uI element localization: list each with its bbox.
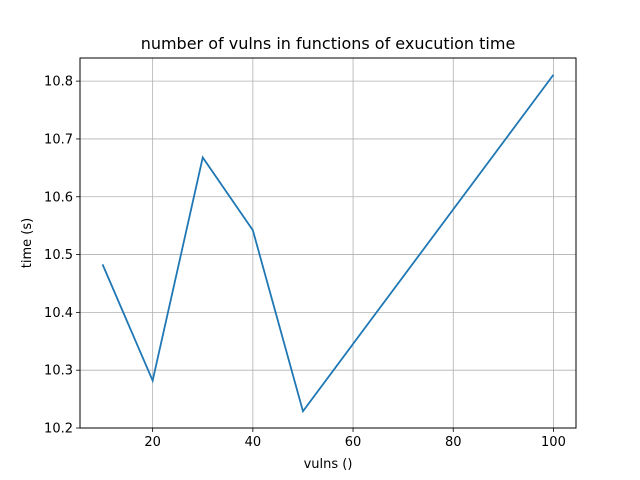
axis-ticks: 20 40 60 80 100 10.2 10.3 10.4 10.5 10.6 10.7 10.8 [44, 75, 566, 450]
plot-frame [79, 57, 577, 429]
x-tick-label: 20 [144, 435, 161, 450]
series-lines [101, 74, 555, 414]
y-tick-label: 10.4 [44, 306, 73, 321]
x-axis-title: vulns () [304, 457, 353, 472]
y-tick-label: 10.7 [44, 132, 73, 147]
chart-title: number of vulns in functions of exucutio… [141, 34, 516, 53]
x-tick-label: 100 [541, 435, 566, 450]
series-line [101, 74, 555, 414]
y-tick-label: 10.8 [44, 75, 73, 90]
y-axis-title: time (s) [20, 218, 35, 268]
y-tick-label: 10.3 [44, 364, 73, 379]
y-tick-label: 10.5 [44, 248, 73, 263]
x-tick-label: 60 [345, 435, 362, 450]
x-tick-label: 40 [245, 435, 262, 450]
x-tick-label: 80 [445, 435, 462, 450]
y-tick-label: 10.2 [44, 422, 73, 437]
y-tick-label: 10.6 [44, 190, 73, 205]
